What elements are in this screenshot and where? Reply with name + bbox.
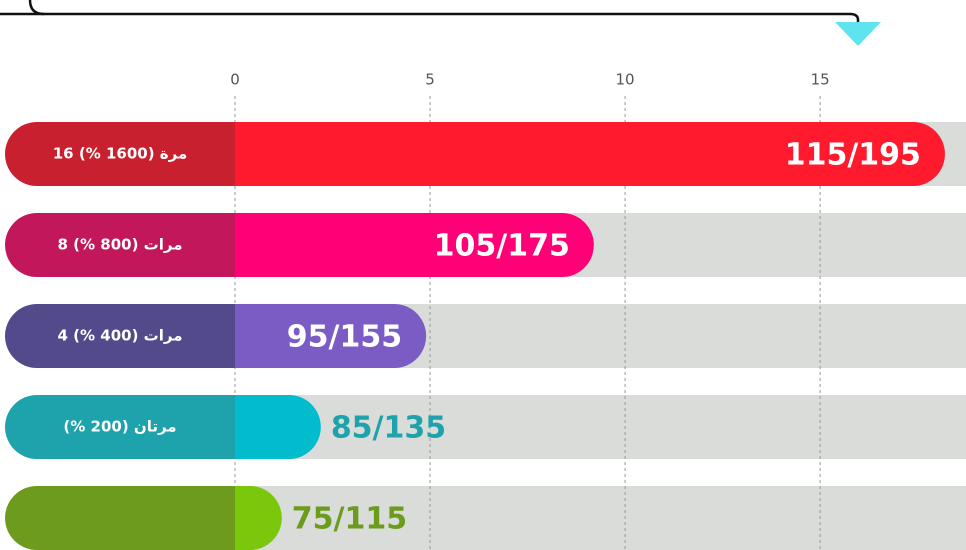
category-pill (5, 304, 267, 368)
bar (235, 122, 945, 186)
track (235, 486, 966, 550)
value-label: 75/115 (292, 502, 407, 537)
x-tick-label: 15 (811, 71, 830, 89)
category-pill (5, 122, 267, 186)
category-pill (5, 213, 267, 277)
category-pill (5, 486, 267, 550)
value-label: 95/155 (287, 320, 402, 355)
value-label: 105/175 (434, 229, 570, 264)
category-pill (5, 395, 267, 459)
frame-line (0, 12, 860, 22)
pointer (835, 22, 881, 46)
category-label: 8 مرات (800 %) (57, 236, 182, 254)
bar (235, 213, 594, 277)
value-label: 85/135 (331, 411, 446, 446)
bar (235, 486, 282, 550)
bar (235, 395, 321, 459)
value-label: 115/195 (785, 138, 921, 173)
track (235, 395, 966, 459)
x-tick-label: 0 (230, 71, 240, 89)
bar (235, 304, 427, 368)
frame-corner (28, 0, 45, 16)
category-label: مرتان (200 %) (63, 418, 176, 436)
x-tick-label: 10 (616, 71, 635, 89)
category-label: 4 مرات (400 %) (57, 327, 182, 345)
category-label: 16 مرة (1600 %) (53, 145, 188, 163)
x-tick-label: 5 (425, 71, 435, 89)
